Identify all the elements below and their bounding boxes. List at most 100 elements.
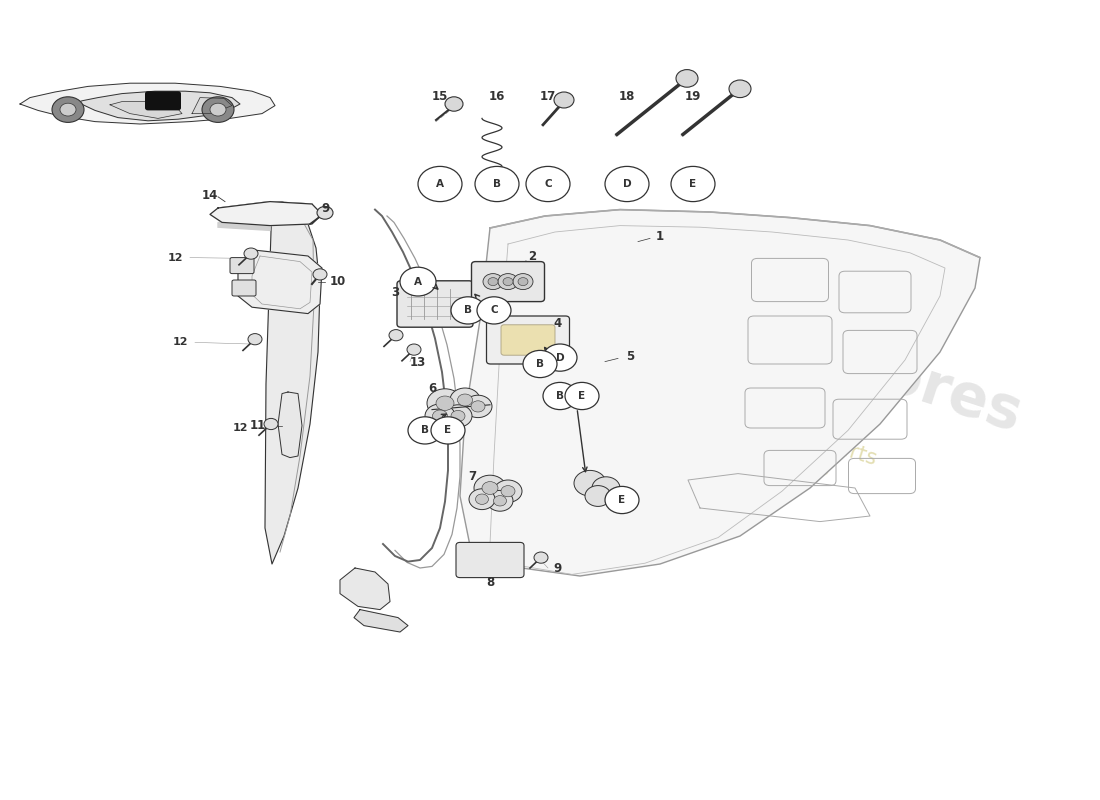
Text: a passion for parts
since 1985: a passion for parts since 1985 bbox=[680, 390, 880, 494]
Circle shape bbox=[248, 334, 262, 345]
Polygon shape bbox=[238, 250, 322, 314]
Circle shape bbox=[60, 103, 76, 116]
Text: A: A bbox=[436, 179, 444, 189]
Polygon shape bbox=[278, 392, 303, 458]
Circle shape bbox=[498, 274, 518, 290]
Circle shape bbox=[264, 418, 278, 430]
Text: C: C bbox=[491, 306, 498, 315]
Circle shape bbox=[543, 344, 578, 371]
Text: 12: 12 bbox=[167, 253, 183, 262]
Text: E: E bbox=[444, 426, 452, 435]
Circle shape bbox=[425, 404, 455, 428]
Text: 6: 6 bbox=[428, 382, 436, 395]
Circle shape bbox=[605, 486, 639, 514]
Circle shape bbox=[494, 480, 522, 502]
Circle shape bbox=[451, 297, 485, 324]
Polygon shape bbox=[78, 91, 240, 121]
Circle shape bbox=[436, 396, 454, 410]
Text: B: B bbox=[421, 426, 429, 435]
Text: euromotores: euromotores bbox=[610, 260, 1030, 444]
Polygon shape bbox=[218, 222, 270, 230]
Circle shape bbox=[592, 477, 620, 499]
Circle shape bbox=[483, 274, 503, 290]
Circle shape bbox=[513, 274, 534, 290]
Text: 16: 16 bbox=[488, 90, 505, 102]
Text: E: E bbox=[579, 391, 585, 401]
Polygon shape bbox=[265, 202, 320, 564]
Circle shape bbox=[244, 248, 258, 259]
Circle shape bbox=[474, 475, 506, 501]
Text: 3: 3 bbox=[390, 286, 399, 299]
Text: E: E bbox=[618, 495, 626, 505]
Circle shape bbox=[671, 166, 715, 202]
Circle shape bbox=[475, 166, 519, 202]
Circle shape bbox=[534, 552, 548, 563]
Text: 13: 13 bbox=[410, 356, 426, 369]
Text: 11: 11 bbox=[250, 419, 266, 432]
Circle shape bbox=[418, 166, 462, 202]
Circle shape bbox=[450, 388, 480, 412]
FancyBboxPatch shape bbox=[145, 91, 182, 110]
Circle shape bbox=[585, 486, 611, 506]
Circle shape bbox=[526, 166, 570, 202]
Circle shape bbox=[494, 495, 506, 506]
Text: 5: 5 bbox=[626, 350, 634, 363]
Polygon shape bbox=[460, 210, 980, 576]
Circle shape bbox=[488, 278, 498, 286]
Polygon shape bbox=[354, 610, 408, 632]
Polygon shape bbox=[340, 568, 390, 610]
Circle shape bbox=[676, 70, 698, 87]
Text: B: B bbox=[556, 391, 564, 401]
Text: B: B bbox=[464, 306, 472, 315]
Circle shape bbox=[475, 494, 488, 504]
Text: 18: 18 bbox=[619, 90, 635, 102]
Circle shape bbox=[605, 166, 649, 202]
Text: E: E bbox=[690, 179, 696, 189]
Text: 14: 14 bbox=[201, 189, 218, 202]
Text: B: B bbox=[536, 359, 544, 369]
Text: 17: 17 bbox=[540, 90, 557, 102]
Circle shape bbox=[565, 382, 600, 410]
Text: A: A bbox=[414, 277, 422, 286]
Circle shape bbox=[210, 103, 225, 116]
Circle shape bbox=[432, 410, 448, 422]
Circle shape bbox=[458, 394, 473, 406]
Text: 12: 12 bbox=[173, 338, 188, 347]
Text: C: C bbox=[544, 179, 552, 189]
Text: 8: 8 bbox=[486, 576, 494, 589]
Circle shape bbox=[314, 269, 327, 280]
Circle shape bbox=[427, 389, 463, 418]
Circle shape bbox=[554, 92, 574, 108]
Circle shape bbox=[518, 278, 528, 286]
Circle shape bbox=[52, 97, 84, 122]
Text: 2: 2 bbox=[528, 250, 536, 262]
Circle shape bbox=[464, 395, 492, 418]
Circle shape bbox=[444, 405, 472, 427]
Circle shape bbox=[477, 297, 512, 324]
FancyBboxPatch shape bbox=[456, 542, 524, 578]
Text: 9: 9 bbox=[554, 562, 562, 574]
Polygon shape bbox=[20, 83, 275, 124]
Circle shape bbox=[543, 382, 578, 410]
Circle shape bbox=[522, 350, 557, 378]
Text: B: B bbox=[493, 179, 500, 189]
Circle shape bbox=[469, 489, 495, 510]
Circle shape bbox=[202, 97, 234, 122]
Text: 10: 10 bbox=[330, 275, 346, 288]
Circle shape bbox=[471, 401, 485, 412]
Circle shape bbox=[482, 482, 498, 494]
Text: 4: 4 bbox=[554, 317, 562, 330]
Circle shape bbox=[431, 417, 465, 444]
Text: 12: 12 bbox=[232, 423, 248, 433]
Circle shape bbox=[574, 470, 606, 496]
Text: 7: 7 bbox=[468, 470, 476, 482]
FancyBboxPatch shape bbox=[472, 262, 544, 302]
Circle shape bbox=[729, 80, 751, 98]
Text: 19: 19 bbox=[685, 90, 701, 102]
Circle shape bbox=[500, 486, 515, 497]
Text: 15: 15 bbox=[432, 90, 448, 102]
Text: D: D bbox=[556, 353, 564, 362]
FancyBboxPatch shape bbox=[232, 280, 256, 296]
Circle shape bbox=[408, 417, 442, 444]
Text: 1: 1 bbox=[656, 230, 664, 242]
